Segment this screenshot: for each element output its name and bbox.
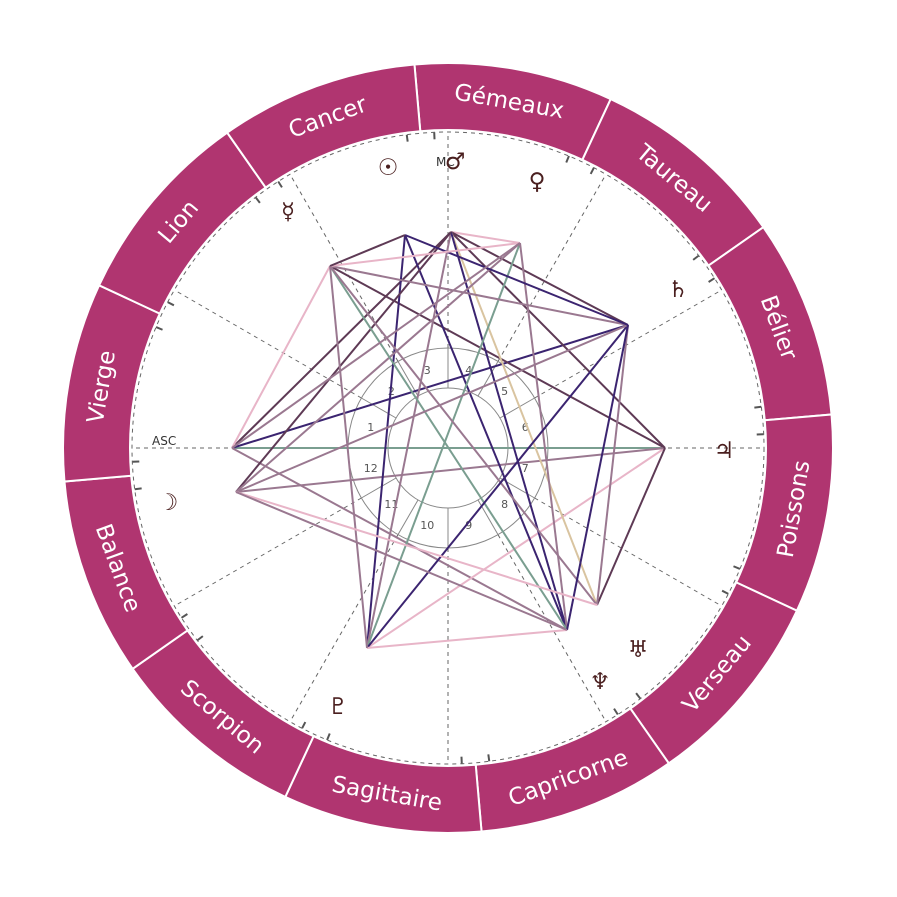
house-divider-6 <box>499 397 535 419</box>
house-number-1: 1 <box>367 421 374 434</box>
degree-tick <box>180 613 188 619</box>
aspect-line-14 <box>450 231 629 326</box>
aspect-lines <box>231 231 666 649</box>
degree-tick <box>733 565 741 570</box>
degree-tick <box>326 733 331 741</box>
house-divider-11 <box>397 499 419 535</box>
aspect-line-29 <box>366 629 568 649</box>
degree-tick <box>708 277 716 283</box>
aspect-line-21 <box>235 242 521 493</box>
aspect-line-33 <box>235 491 568 631</box>
house-number-6: 6 <box>522 421 529 434</box>
house-cusp-8 <box>534 497 722 607</box>
uranus-icon: ♅ <box>628 637 649 663</box>
house-cusp-6 <box>534 289 722 399</box>
house-number-4: 4 <box>465 364 472 377</box>
aspect-line-28 <box>566 324 629 631</box>
degree-tick <box>405 134 409 142</box>
moon-icon: ☽ <box>158 490 179 516</box>
degree-tick <box>254 196 261 204</box>
inner-dashed-circle <box>131 131 765 765</box>
zodiac-sector-12 <box>225 63 422 189</box>
house-number-7: 7 <box>522 462 529 475</box>
house-cusp-9 <box>497 534 607 722</box>
aspect-line-2 <box>231 324 629 449</box>
aspect-line-34 <box>329 242 521 267</box>
aspect-line-12 <box>404 234 568 631</box>
aspect-line-24 <box>329 265 598 606</box>
degree-tick <box>487 754 491 762</box>
degree-tick <box>692 254 700 261</box>
aspect-line-4 <box>231 447 568 631</box>
sun-icon: ☉ <box>378 155 399 181</box>
aspect-line-31 <box>235 491 598 606</box>
aspect-line-20 <box>519 242 568 631</box>
aspect-line-26 <box>596 324 629 606</box>
mercury-icon: ☿ <box>281 199 295 225</box>
house-divider-2 <box>361 397 397 419</box>
house-cusp-12 <box>174 497 362 607</box>
aspect-line-5 <box>231 265 331 449</box>
house-number-8: 8 <box>501 498 508 511</box>
degree-tick <box>301 721 307 729</box>
degree-tick <box>635 692 642 700</box>
aspect-line-22 <box>329 265 568 631</box>
mars-icon: ♂ <box>445 149 466 175</box>
house-cusp-11 <box>289 534 399 722</box>
zodiac-ring <box>62 62 834 834</box>
degree-ticks <box>132 132 764 764</box>
degree-tick <box>721 589 729 595</box>
degree-tick <box>589 167 595 175</box>
aspect-line-18 <box>235 231 452 493</box>
aspect-line-27 <box>235 324 629 493</box>
degree-tick <box>277 180 283 188</box>
aspect-line-36 <box>329 234 406 267</box>
aspect-line-16 <box>366 231 452 649</box>
degree-tick <box>613 708 619 716</box>
aspect-line-10 <box>596 447 666 606</box>
pluto-icon: ♇ <box>328 694 349 720</box>
house-divider-9 <box>477 499 499 535</box>
planet-glyphs: ☉ ☽ ☿ ♀ ♂ ♃ ♄ ♅ ♆ ♇ <box>158 149 735 720</box>
asc-label: ASC <box>152 434 176 448</box>
aspect-line-7 <box>366 447 666 649</box>
venus-icon: ♀ <box>529 169 546 195</box>
jupiter-icon: ♃ <box>714 438 735 464</box>
house-cusp-5 <box>497 174 607 362</box>
aspect-line-17 <box>450 231 568 631</box>
aspect-line-35 <box>231 242 521 449</box>
aspect-line-19 <box>366 242 521 649</box>
neptune-icon: ♆ <box>590 669 611 695</box>
house-cusp-2 <box>174 289 362 399</box>
house-number-9: 9 <box>465 519 472 532</box>
aspect-line-13 <box>450 231 521 244</box>
degree-tick <box>565 155 570 163</box>
aspect-line-32 <box>404 234 629 326</box>
house-divider-12 <box>361 477 397 499</box>
degree-tick <box>155 326 163 331</box>
degree-tick <box>167 301 175 307</box>
degree-tick <box>754 405 762 409</box>
house-number-10: 10 <box>420 519 434 532</box>
house-number-3: 3 <box>424 364 431 377</box>
aspect-line-30 <box>329 265 368 649</box>
house-number-12: 12 <box>364 462 378 475</box>
saturn-icon: ♄ <box>668 277 689 303</box>
aspect-line-8 <box>235 447 666 493</box>
aspect-line-6 <box>329 265 666 449</box>
aspect-line-15 <box>450 231 598 606</box>
house-number-5: 5 <box>501 385 508 398</box>
aspect-line-25 <box>366 324 629 649</box>
aspect-line-3 <box>231 231 452 449</box>
degree-tick <box>196 635 204 642</box>
aspect-line-23 <box>329 265 629 326</box>
aspect-line-11 <box>366 234 406 649</box>
chart-axes: ASC MC <box>152 155 455 448</box>
degree-tick <box>134 487 142 491</box>
mc-label: MC <box>436 155 455 169</box>
